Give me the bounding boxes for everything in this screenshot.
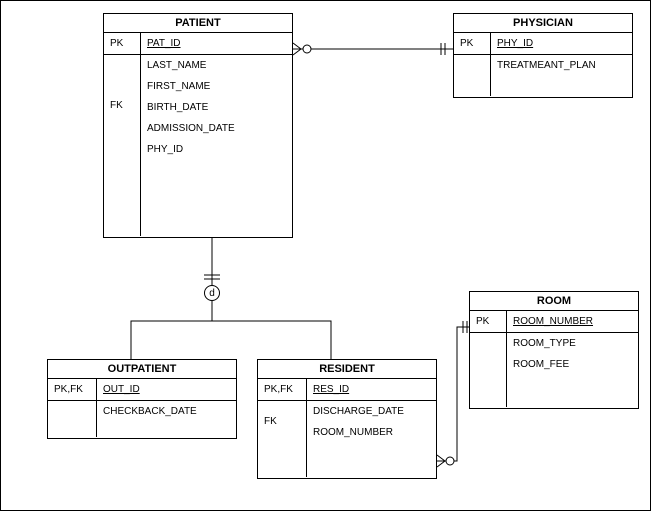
attr-cell: ROOM_NUMBER — [307, 422, 436, 443]
key-cell — [48, 400, 96, 411]
entity-title: ROOM — [470, 292, 638, 311]
key-cell: PK,FK — [258, 379, 306, 400]
key-cell: PK — [454, 33, 490, 54]
attr-cell: DISCHARGE_DATE — [307, 400, 436, 422]
attr-cell: FIRST_NAME — [141, 76, 292, 97]
entity-title: PATIENT — [104, 14, 292, 33]
attr-cell: ROOM_NUMBER — [507, 311, 638, 332]
attr-cell: ROOM_TYPE — [507, 332, 638, 354]
entity-title: RESIDENT — [258, 360, 436, 379]
attr-cell: CHECKBACK_DATE — [97, 400, 236, 422]
entity-room: ROOM PK ROOM_NUMBER ROOM_TYPE ROOM_FEE — [469, 291, 639, 409]
er-canvas: d PATIENT PK FK PAT_ID LAST_NAME FIRST_N… — [0, 0, 651, 511]
attr-cell: TREATMEANT_PLAN — [491, 54, 632, 76]
key-cell — [104, 75, 140, 85]
key-cell — [104, 85, 140, 95]
key-cell: PK — [470, 311, 506, 332]
attr-cell: PAT_ID — [141, 33, 292, 54]
key-cell — [104, 65, 140, 75]
entity-title: OUTPATIENT — [48, 360, 236, 379]
disjoint-label: d — [209, 288, 215, 299]
attr-cell: ROOM_FEE — [507, 354, 638, 375]
entity-title: PHYSICIAN — [454, 14, 632, 33]
key-cell — [470, 343, 506, 353]
key-cell: PK — [104, 33, 140, 54]
key-cell: FK — [258, 411, 306, 432]
disjoint-symbol: d — [204, 285, 220, 301]
key-cell — [470, 332, 506, 343]
attr-cell: BIRTH_DATE — [141, 97, 292, 118]
key-cell: PK,FK — [48, 379, 96, 400]
key-cell — [258, 400, 306, 411]
key-cell: FK — [104, 95, 140, 116]
entity-outpatient: OUTPATIENT PK,FK OUT_ID CHECKBACK_DATE — [47, 359, 237, 439]
attr-cell: PHY_ID — [491, 33, 632, 54]
attr-cell: OUT_ID — [97, 379, 236, 400]
key-cell — [104, 54, 140, 65]
attr-cell: RES_ID — [307, 379, 436, 400]
attr-cell: PHY_ID — [141, 139, 292, 160]
key-cell — [454, 54, 490, 65]
entity-patient: PATIENT PK FK PAT_ID LAST_NAME FIRST_NAM… — [103, 13, 293, 238]
attr-cell: ADMISSION_DATE — [141, 118, 292, 139]
entity-resident: RESIDENT PK,FK FK RES_ID DISCHARGE_DATE … — [257, 359, 437, 479]
attr-cell: LAST_NAME — [141, 54, 292, 76]
entity-physician: PHYSICIAN PK PHY_ID TREATMEANT_PLAN — [453, 13, 633, 98]
